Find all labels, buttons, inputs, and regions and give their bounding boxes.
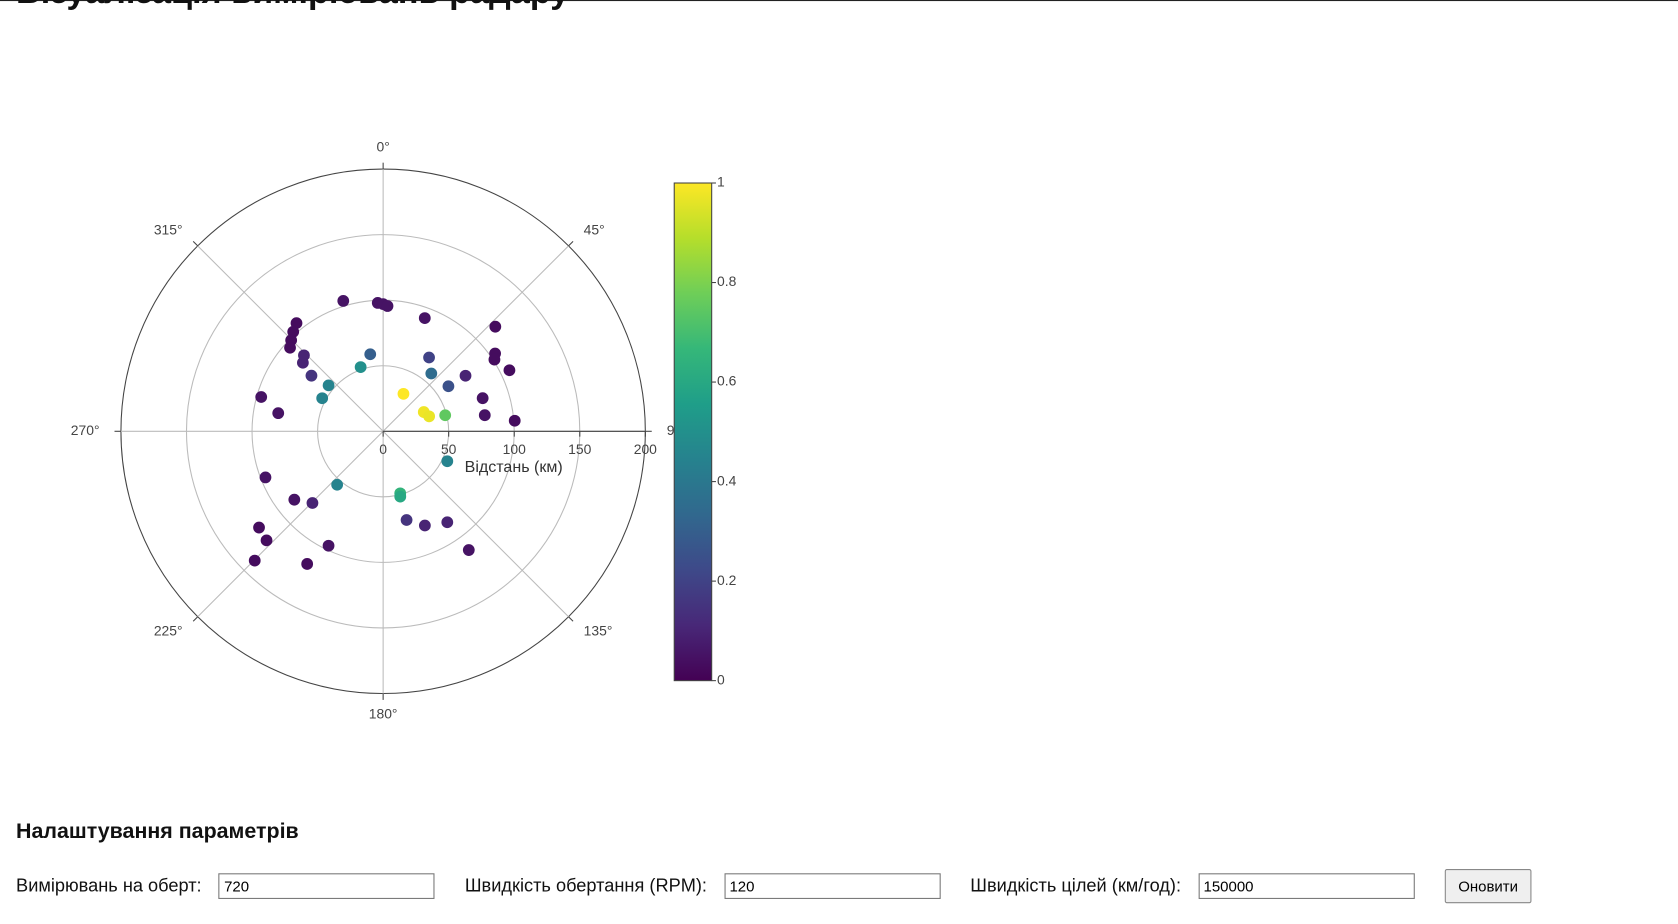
angular-tick-label: 315° xyxy=(154,221,183,237)
scatter-point xyxy=(322,379,335,392)
scatter-point xyxy=(272,407,285,420)
scatter-point xyxy=(364,348,377,361)
scatter-point xyxy=(331,478,344,491)
scatter-point xyxy=(253,521,265,534)
radial-tick-label: 200 xyxy=(634,441,657,457)
page-title: Візуалізація вимірювань радару xyxy=(16,0,569,12)
field-input[interactable] xyxy=(1198,873,1415,899)
colorbar-tick-label: 0 xyxy=(717,671,725,687)
field-label: Швидкість обертання (RPM): xyxy=(464,875,708,896)
radial-tick-label: 100 xyxy=(503,441,526,457)
scatter-point xyxy=(400,514,413,526)
scatter-point xyxy=(418,519,431,532)
angular-tick-label: 0° xyxy=(376,138,389,154)
scatter-point xyxy=(478,409,491,422)
scatter-point xyxy=(508,414,521,427)
scatter-point xyxy=(337,295,350,307)
scatter-point xyxy=(259,471,272,484)
angular-tick xyxy=(568,616,574,622)
scatter-point xyxy=(462,544,475,556)
scatter-point xyxy=(381,300,394,312)
scatter-point xyxy=(488,353,501,366)
angular-grid-line xyxy=(382,430,569,618)
angular-tick-label: 225° xyxy=(154,623,183,639)
scatter-point xyxy=(418,312,431,324)
scatter-point xyxy=(316,392,329,405)
scatter-point xyxy=(423,410,436,423)
scatter-point xyxy=(489,320,502,333)
scatter-point xyxy=(301,558,314,570)
scatter-point xyxy=(288,493,301,506)
scatter-point xyxy=(305,369,318,382)
angular-tick-label: 270° xyxy=(71,422,100,438)
scatter-point xyxy=(423,351,435,364)
colorbar-tick-label: 0.2 xyxy=(717,572,737,588)
angular-tick-label: 45° xyxy=(584,221,605,237)
chart: 0°45°90°135°180°225°270°315°050100150200… xyxy=(71,138,737,722)
angular-tick xyxy=(568,240,574,247)
angular-tick xyxy=(192,240,199,247)
scatter-point xyxy=(439,409,452,422)
radial-tick-label: 0 xyxy=(379,441,387,457)
scatter-point xyxy=(248,554,261,567)
scatter-point xyxy=(441,516,454,529)
scatter-point xyxy=(503,364,516,377)
scatter-point xyxy=(322,539,335,552)
colorbar-tick-label: 1 xyxy=(717,174,725,190)
scatter-point xyxy=(260,534,273,547)
scatter-point xyxy=(298,349,310,362)
angular-grid-line xyxy=(382,245,569,432)
scatter-point xyxy=(476,392,489,405)
radial-tick-label: 50 xyxy=(441,441,457,457)
update-button[interactable]: Оновити xyxy=(1444,869,1532,904)
form-title: Налаштування параметрів xyxy=(16,819,299,844)
colorbar-tick-label: 0.8 xyxy=(717,273,737,289)
field-label: Швидкість цілей (км/год): xyxy=(970,875,1182,896)
scatter-point xyxy=(442,380,455,393)
form-row: Вимірювань на оберт: Швидкість обертання… xyxy=(16,869,1532,904)
scatter-point xyxy=(441,455,454,468)
scatter-point xyxy=(306,497,319,509)
scatter-point xyxy=(459,369,472,382)
scatter-point xyxy=(394,490,407,503)
field-input[interactable] xyxy=(724,873,941,899)
colorbar xyxy=(673,182,713,682)
top-rule xyxy=(0,0,1678,2)
angular-grid-line xyxy=(197,430,384,618)
angular-tick xyxy=(192,616,199,622)
scatter-point xyxy=(354,361,367,373)
scatter-point xyxy=(425,367,438,380)
colorbar-tick-label: 0.6 xyxy=(717,373,737,389)
field-input[interactable] xyxy=(218,873,435,899)
angular-tick-label: 180° xyxy=(369,706,398,722)
scatter-point xyxy=(397,387,410,400)
radial-tick-label: 150 xyxy=(568,441,591,457)
radial-axis-title: Відстань (км) xyxy=(465,458,563,476)
colorbar-tick-label: 0.4 xyxy=(717,472,737,488)
angular-tick-label: 135° xyxy=(584,623,613,639)
scatter-point xyxy=(255,391,268,403)
field-label: Вимірювань на оберт: xyxy=(16,875,202,896)
scatter-point xyxy=(284,341,296,354)
